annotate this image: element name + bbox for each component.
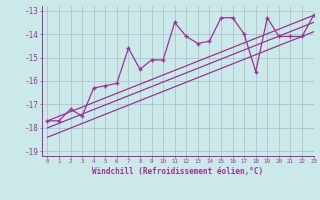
X-axis label: Windchill (Refroidissement éolien,°C): Windchill (Refroidissement éolien,°C) [92,167,263,176]
